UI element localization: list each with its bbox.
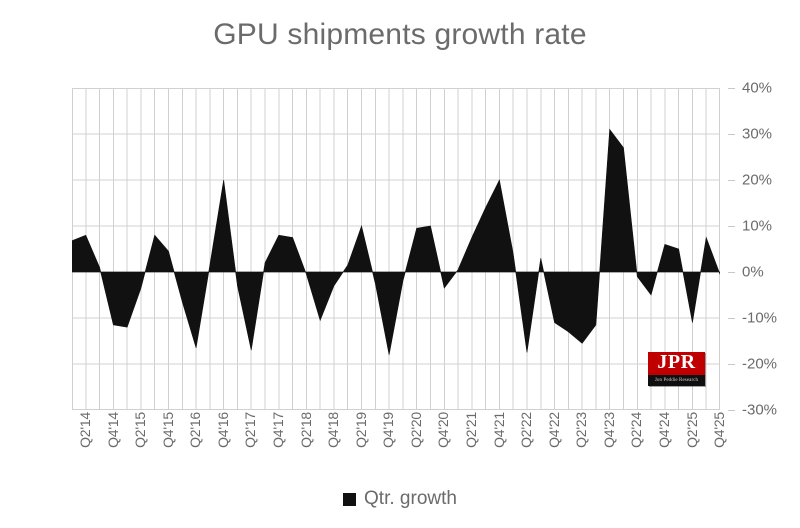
x-tick-label: Q4'14 [104,412,121,448]
jpr-brand-text: JPR [657,352,696,373]
x-tick-label: Q2'16 [187,412,204,448]
jpr-tagline-text: Jon Peddie Research [648,375,705,386]
x-tick-label: Q2'24 [628,412,645,448]
x-tick-label: Q4'23 [600,412,617,448]
y-tick-label: 20% [742,171,773,189]
y-tick-mark [728,272,735,273]
x-tick-label: Q2'22 [518,412,535,448]
legend-swatch-qtr-growth [343,492,357,506]
x-tick-label: Q4'18 [325,412,342,448]
chart-title: GPU shipments growth rate [213,18,587,51]
y-tick-label: 30% [742,125,773,143]
y-tick-label: 40% [742,79,773,97]
x-tick-label: Q4'20 [435,412,452,448]
jpr-watermark: JPR Jon Peddie Research [648,352,705,386]
x-tick-label: Q2'17 [242,412,259,448]
y-tick-mark [728,364,735,365]
x-tick-label: Q2'19 [352,412,369,448]
x-tick-label: Q2'18 [297,412,314,448]
x-tick-label: Q4'21 [490,412,507,448]
y-tick-mark [728,134,735,135]
x-tick-label: Q2'14 [77,412,93,448]
x-tick-label: Q4'17 [270,412,287,448]
x-tick-label: Q4'25 [711,412,728,448]
y-tick-label: 0% [742,263,764,281]
x-tick-label: Q2'25 [683,412,700,448]
x-tick-label: Q2'20 [407,412,424,448]
y-axis: 40% 30% 20% 10% 0% -10% -20% -30% [728,80,794,419]
x-tick-label: Q2'23 [573,412,590,448]
x-tick-label: Q4'19 [380,412,397,448]
x-tick-label: Q4'24 [656,412,673,448]
y-tick-mark [728,226,735,227]
x-tick-label: Q4'15 [159,412,176,448]
x-axis: Q2'14 Q4'14 Q2'15 Q4'15 Q2'16 Q4'16 Q2'17 Q4'17… [72,412,727,482]
x-tick-label: Q4'16 [214,412,231,448]
y-tick-mark [728,410,735,411]
y-tick-label: -20% [742,355,778,373]
y-tick-mark [728,180,735,181]
y-tick-mark [728,318,735,319]
y-tick-label: -10% [742,309,778,327]
legend: Qtr. growth [0,488,800,510]
y-tick-mark [728,88,735,89]
y-tick-label: 10% [742,217,773,235]
x-tick-label: Q2'15 [132,412,149,448]
plot-area [72,88,720,410]
x-tick-label: Q4'22 [545,412,562,448]
series-qtr-growth [72,128,720,355]
y-tick-label: -30% [742,401,778,419]
legend-label-qtr-growth: Qtr. growth [364,488,457,509]
x-tick-label: Q2'21 [463,412,480,448]
